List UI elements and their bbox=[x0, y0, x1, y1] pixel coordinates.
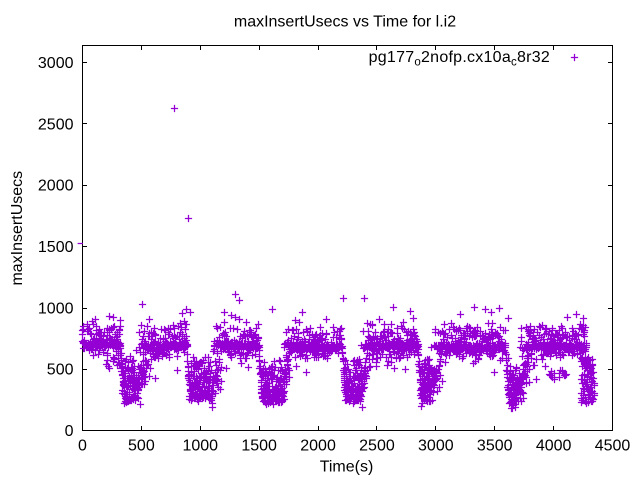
svg-text:Time(s): Time(s) bbox=[320, 459, 374, 476]
svg-text:2500: 2500 bbox=[38, 116, 74, 133]
svg-text:500: 500 bbox=[47, 362, 74, 379]
svg-text:3000: 3000 bbox=[38, 55, 74, 72]
svg-text:maxInsertUsecs: maxInsertUsecs bbox=[9, 171, 26, 286]
svg-text:2500: 2500 bbox=[359, 437, 395, 454]
svg-text:4000: 4000 bbox=[536, 437, 572, 454]
svg-text:0: 0 bbox=[78, 437, 87, 454]
svg-text:3000: 3000 bbox=[418, 437, 454, 454]
svg-text:2000: 2000 bbox=[38, 178, 74, 195]
svg-text:1000: 1000 bbox=[182, 437, 218, 454]
svg-text:0: 0 bbox=[65, 423, 74, 440]
svg-text:pg177o2nofp.cx10ac8r32: pg177o2nofp.cx10ac8r32 bbox=[369, 49, 550, 69]
svg-text:maxInsertUsecs vs Time for l.i: maxInsertUsecs vs Time for l.i2 bbox=[234, 14, 456, 31]
svg-text:4500: 4500 bbox=[595, 437, 631, 454]
svg-text:1500: 1500 bbox=[241, 437, 277, 454]
svg-text:2000: 2000 bbox=[300, 437, 336, 454]
svg-text:500: 500 bbox=[128, 437, 155, 454]
svg-text:3500: 3500 bbox=[477, 437, 513, 454]
svg-text:1000: 1000 bbox=[38, 300, 74, 317]
svg-text:1500: 1500 bbox=[38, 239, 74, 256]
